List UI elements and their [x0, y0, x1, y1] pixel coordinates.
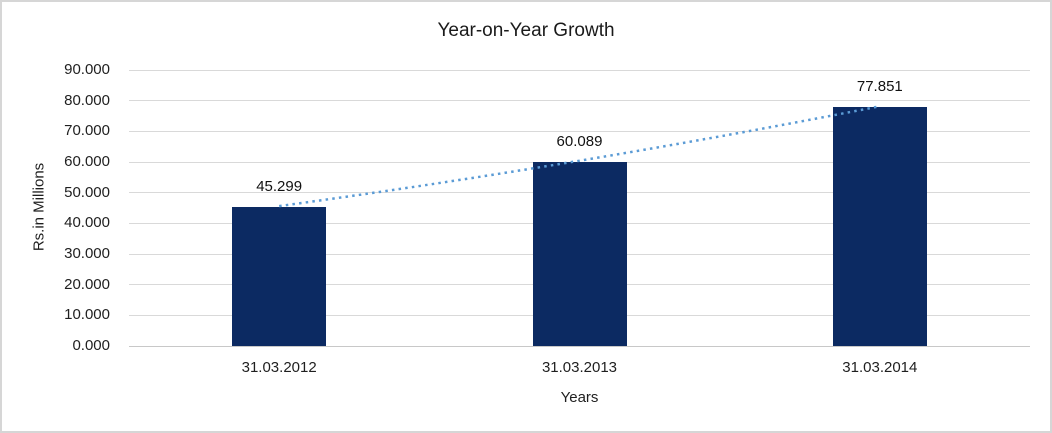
y-tick-label: 20.000: [64, 275, 110, 293]
y-tick-label: 70.000: [64, 122, 110, 140]
y-tick-label: 90.000: [64, 61, 110, 78]
bar-data-label: 77.851: [856, 78, 903, 96]
gridline: [129, 69, 1030, 71]
x-tick-label: 31.03.2013: [541, 359, 618, 376]
x-axis-line: [129, 345, 1030, 347]
bar-data-label: 45.299: [256, 178, 303, 196]
y-tick-label: 60.000: [64, 153, 110, 170]
x-tick-label: 31.03.2012: [241, 359, 317, 376]
y-tick-label: 40.000: [64, 214, 110, 232]
bar-31.03.2014[interactable]: [832, 107, 927, 346]
chart-title: Year-on-Year Growth: [437, 20, 615, 41]
bar-31.03.2013[interactable]: [532, 161, 627, 346]
x-tick-label: 31.03.2014: [842, 359, 918, 376]
y-tick-label: 80.000: [64, 91, 110, 109]
y-tick-label: 30.000: [64, 245, 110, 262]
bar-data-label: 60.089: [556, 132, 603, 150]
y-tick-label: 50.000: [64, 183, 110, 201]
x-axis-title: Years: [560, 389, 599, 406]
y-tick-label: 10.000: [64, 306, 110, 324]
gridline: [129, 100, 1030, 102]
y-axis-title-text: Rs.in Millions: [30, 162, 48, 252]
bar-31.03.2012[interactable]: [232, 207, 327, 346]
y-tick-label: 0.000: [72, 337, 110, 354]
